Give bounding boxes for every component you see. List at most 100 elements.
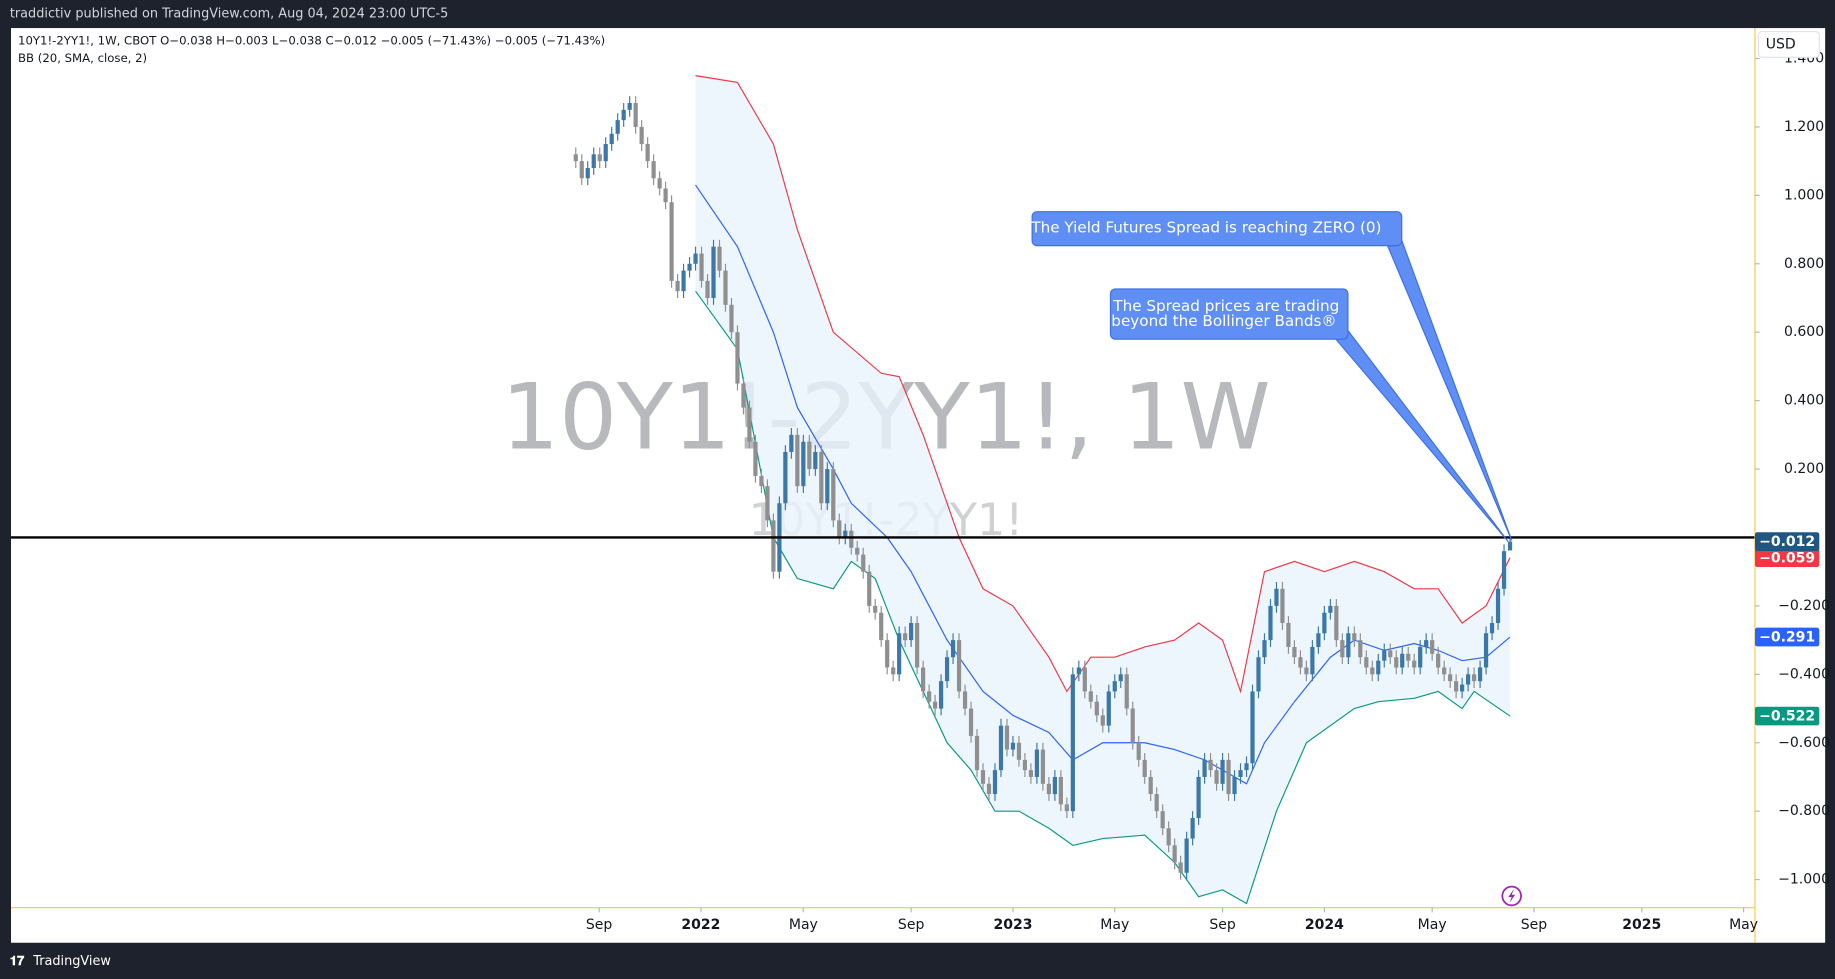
candle-body	[813, 451, 818, 470]
candle-body	[801, 441, 806, 487]
candle-body	[1196, 776, 1201, 819]
candle-body	[1483, 633, 1489, 668]
candle-body	[861, 554, 866, 572]
candle-body	[1190, 818, 1195, 839]
candle-body	[639, 126, 644, 145]
x-tick-label: May	[1418, 917, 1447, 933]
candle-body	[843, 530, 848, 538]
candle-body	[663, 188, 668, 203]
candle-body	[573, 154, 578, 162]
candle-body	[657, 178, 662, 189]
candle-body	[753, 441, 758, 476]
candle-body	[909, 623, 914, 641]
candle-body	[1124, 674, 1129, 709]
candle-body	[1382, 650, 1387, 661]
candle-body	[1388, 650, 1393, 658]
candle-body	[783, 451, 788, 504]
candle-body	[932, 701, 938, 709]
y-tick-label: −0.200	[1778, 598, 1830, 614]
candle-body	[807, 441, 812, 470]
candle-body	[1406, 653, 1411, 661]
y-tick-label: 0.200	[1784, 461, 1824, 477]
x-tick-label: May	[1100, 917, 1129, 933]
candle-body	[1142, 759, 1147, 777]
y-tick-label: 0.400	[1784, 393, 1824, 409]
candle-body	[1130, 708, 1135, 743]
price-label-box	[1754, 627, 1820, 647]
candle-body	[1226, 759, 1231, 795]
candle-body	[1280, 588, 1285, 624]
candle-body	[675, 280, 680, 292]
y-tick-label: 0.600	[1784, 324, 1824, 340]
candle-body	[669, 202, 674, 281]
brand: TradingView	[32, 954, 111, 969]
candle-body	[891, 667, 896, 675]
x-tick-label: Sep	[1209, 917, 1236, 933]
candle-body	[1184, 838, 1189, 873]
candle-body	[645, 144, 650, 162]
candle-body	[1004, 725, 1010, 750]
candle-body	[1250, 691, 1255, 764]
candle-body	[651, 161, 656, 179]
candle-body	[1202, 759, 1207, 777]
candle-body	[1400, 653, 1405, 668]
price-label-box	[1754, 532, 1820, 551]
price-label: −0.291	[1759, 630, 1815, 646]
candle-body	[1040, 749, 1046, 784]
currency-box[interactable]	[1757, 30, 1820, 58]
candle-body	[759, 475, 764, 487]
candle-body	[627, 102, 632, 110]
candle-body	[903, 633, 908, 641]
candle-body	[992, 770, 998, 795]
candle-body	[1172, 845, 1177, 863]
candle-body	[699, 253, 704, 281]
candle-body	[986, 783, 992, 795]
candle-body	[1412, 660, 1417, 668]
candle-body	[1118, 674, 1123, 682]
price-label: −0.059	[1759, 550, 1815, 566]
price-label-box	[1754, 706, 1820, 726]
x-tick-label: Sep	[586, 917, 613, 933]
candle-body	[1460, 684, 1465, 692]
candle-body	[1507, 541, 1513, 551]
ohlc-legend: 10Y1!-2YY1!, 1W, CBOT O−0.038 H−0.003 L−…	[18, 33, 605, 47]
candle-body	[585, 167, 590, 179]
candle-body	[1052, 776, 1057, 795]
publish-header: traddictiv published on TradingView.com,…	[10, 7, 448, 22]
candle-body	[873, 605, 878, 613]
candle-body	[1238, 770, 1243, 777]
y-tick-label: −0.600	[1778, 735, 1830, 751]
band-line	[695, 290, 1511, 905]
candle-body	[1232, 776, 1237, 795]
x-tick-label: Sep	[898, 917, 925, 933]
band-line	[695, 75, 1511, 694]
lightning-glyph	[1508, 888, 1516, 903]
candle-body	[1034, 749, 1040, 777]
candle-body	[1268, 605, 1273, 641]
candle-body	[687, 263, 692, 271]
candle-body	[1418, 646, 1423, 668]
candle-body	[1448, 674, 1453, 682]
candle-body	[603, 144, 608, 162]
x-tick-label: May	[789, 917, 818, 933]
candle-body	[1495, 588, 1501, 624]
candle-body	[621, 109, 626, 121]
candle-body	[1058, 776, 1063, 805]
candle-body	[1010, 742, 1016, 750]
y-tick-label: 1.200	[1784, 119, 1824, 135]
candle-body	[1436, 653, 1441, 668]
candle-body	[765, 486, 770, 521]
candle-body	[980, 770, 986, 784]
candle-body	[1454, 681, 1459, 692]
candle-body	[1160, 811, 1165, 829]
candle-body	[950, 640, 956, 658]
candle-body	[885, 640, 890, 668]
candle-body	[1334, 605, 1339, 641]
x-tick-label: May	[1729, 917, 1758, 933]
candle-body	[1292, 646, 1297, 658]
candle-body	[705, 280, 710, 299]
callout-text: beyond the Bollinger Bands®	[1111, 312, 1336, 330]
candle-body	[735, 332, 740, 384]
candle-body	[1370, 667, 1375, 675]
candle-body	[1471, 674, 1477, 682]
